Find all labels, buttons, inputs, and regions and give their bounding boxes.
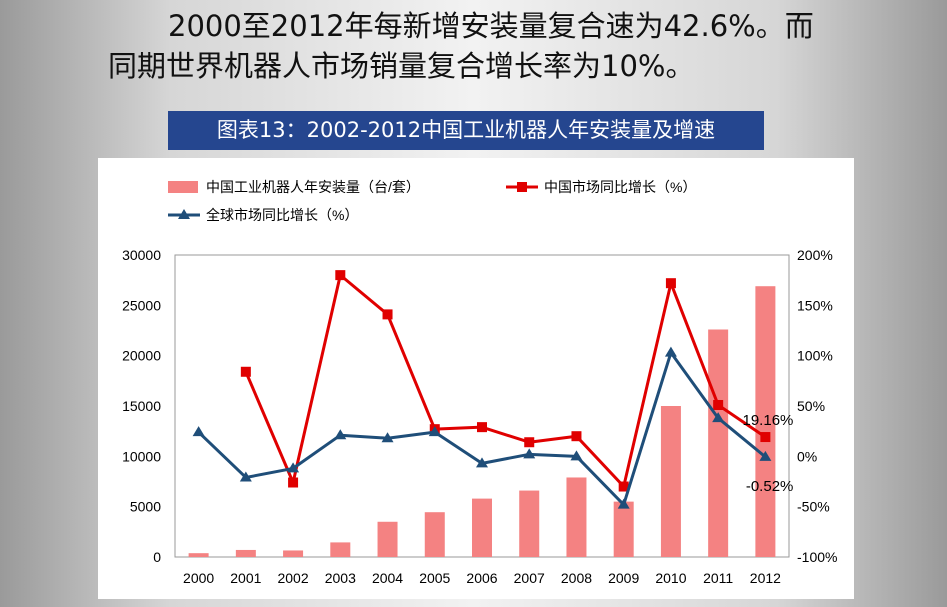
point-s2-2010 bbox=[664, 346, 677, 357]
x-tick-label: 2011 bbox=[703, 570, 733, 586]
y-left-tick-label: 15000 bbox=[122, 398, 161, 414]
chart-panel: 中国工业机器人年安装量（台/套） 中国市场同比增长（%） 全球市场同比增长（%） 0… bbox=[98, 158, 854, 599]
x-tick-label: 2010 bbox=[655, 570, 686, 586]
bar-2003 bbox=[330, 542, 351, 557]
bar-2008 bbox=[566, 477, 587, 557]
bar-2009 bbox=[613, 501, 634, 557]
point-s1-2011 bbox=[713, 399, 724, 410]
annotations: 19.16% -0.52% bbox=[743, 412, 794, 495]
x-tick-label: 2005 bbox=[419, 570, 450, 586]
bar-2002 bbox=[283, 550, 304, 557]
x-tick-label: 2012 bbox=[750, 570, 781, 586]
legend-label-3: 全球市场同比增长（%） bbox=[206, 207, 358, 223]
x-tick-label: 2002 bbox=[277, 570, 308, 586]
slide-heading: 2000至2012年每新增安装量复合速为42.6%。而 同期世界机器人市场销量复… bbox=[108, 6, 868, 86]
legend-swatch-bar bbox=[168, 181, 198, 193]
x-tick-label: 2008 bbox=[561, 570, 592, 586]
heading-line-1: 2000至2012年每新增安装量复合速为42.6%。而 bbox=[168, 9, 814, 43]
point-s1-2003 bbox=[335, 270, 346, 281]
bar-2001 bbox=[235, 549, 256, 557]
y-left-tick-label: 5000 bbox=[130, 499, 161, 515]
point-s2-2012 bbox=[759, 450, 772, 461]
legend-marker-triangle bbox=[178, 209, 190, 219]
y-right-tick-label: 50% bbox=[797, 398, 825, 414]
x-tick-label: 2001 bbox=[230, 570, 261, 586]
line-series bbox=[192, 270, 772, 509]
bar-2000 bbox=[188, 553, 209, 557]
bar-2010 bbox=[660, 406, 681, 557]
axes: 0 5000 10000 15000 20000 25000 30000 -100% -50% 0… bbox=[122, 247, 837, 586]
x-tick-label: 2007 bbox=[514, 570, 545, 586]
data-label-1: 19.16% bbox=[743, 412, 794, 429]
x-tick-label: 2004 bbox=[372, 570, 403, 586]
y-right-tick-label: -50% bbox=[797, 499, 830, 515]
combo-chart: 中国工业机器人年安装量（台/套） 中国市场同比增长（%） 全球市场同比增长（%） 0… bbox=[122, 179, 837, 586]
point-s2-2011 bbox=[712, 412, 725, 423]
point-s1-2012 bbox=[760, 432, 771, 443]
bar-2012 bbox=[755, 286, 776, 557]
point-s2-2000 bbox=[192, 426, 205, 437]
point-s2-2006 bbox=[476, 457, 488, 468]
point-s1-2004 bbox=[382, 309, 393, 320]
y-left-tick-label: 20000 bbox=[122, 348, 161, 364]
y-left-tick-label: 0 bbox=[153, 549, 161, 565]
data-label-2: -0.52% bbox=[746, 478, 794, 495]
point-s2-2004 bbox=[381, 432, 394, 443]
bar-2007 bbox=[519, 490, 540, 557]
y-left-tick-label: 25000 bbox=[122, 297, 161, 313]
y-left-tick-label: 30000 bbox=[122, 247, 161, 263]
chart-title: 图表13：2002-2012中国工业机器人年安装量及增速 bbox=[168, 111, 764, 150]
x-tick-label: 2009 bbox=[608, 570, 639, 586]
bar-series bbox=[188, 286, 776, 557]
point-s2-2007 bbox=[523, 448, 536, 459]
line-series-1 bbox=[244, 273, 767, 489]
legend-marker-square bbox=[517, 182, 527, 192]
y-right-tick-label: 200% bbox=[797, 247, 833, 263]
y-right-tick-label: 150% bbox=[797, 297, 833, 313]
heading-line-2: 同期世界机器人市场销量复合增长率为10%。 bbox=[108, 49, 695, 83]
point-s2-2003 bbox=[334, 429, 347, 440]
x-tick-label: 2003 bbox=[325, 570, 356, 586]
y-right-tick-label: -100% bbox=[797, 549, 837, 565]
point-s1-2009 bbox=[618, 481, 629, 492]
point-s2-2009 bbox=[617, 498, 630, 509]
point-s1-2001 bbox=[240, 366, 251, 377]
legend: 中国工业机器人年安装量（台/套） 中国市场同比增长（%） 全球市场同比增长（%） bbox=[168, 179, 696, 223]
legend-label-2: 中国市场同比增长（%） bbox=[544, 179, 696, 195]
legend-label-1: 中国工业机器人年安装量（台/套） bbox=[206, 179, 420, 195]
y-left-tick-label: 10000 bbox=[122, 448, 161, 464]
point-s1-2006 bbox=[477, 422, 487, 433]
x-tick-label: 2006 bbox=[466, 570, 497, 586]
point-s1-2008 bbox=[571, 431, 582, 442]
point-s2-2008 bbox=[570, 450, 583, 461]
bar-2004 bbox=[377, 521, 398, 557]
point-s2-2002 bbox=[287, 462, 300, 473]
bar-2006 bbox=[472, 498, 492, 557]
point-s2-2001 bbox=[239, 471, 252, 482]
x-tick-label: 2000 bbox=[183, 570, 214, 586]
point-s1-2007 bbox=[524, 437, 535, 448]
bar-2005 bbox=[424, 512, 445, 557]
y-right-tick-label: 0% bbox=[797, 448, 817, 464]
point-s1-2002 bbox=[288, 477, 299, 488]
point-s2-2005 bbox=[428, 426, 441, 437]
y-right-tick-label: 100% bbox=[797, 348, 833, 364]
point-s1-2010 bbox=[665, 278, 676, 289]
bar-2011 bbox=[708, 329, 729, 557]
